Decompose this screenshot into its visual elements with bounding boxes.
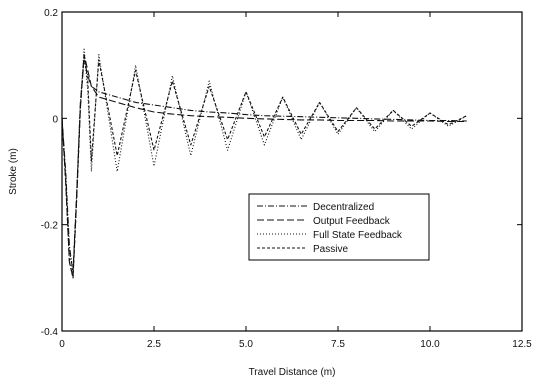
y-tick-label: -0.2 xyxy=(41,221,59,232)
x-tick-label: 2.5 xyxy=(147,339,161,350)
x-tick-label: 10.0 xyxy=(420,339,440,350)
legend-box xyxy=(248,193,430,261)
x-tick-label: 12.5 xyxy=(512,339,532,350)
plot-frame xyxy=(61,11,523,332)
y-tick-label: 0 xyxy=(52,114,58,125)
y-axis-title: Stroke (m) xyxy=(8,148,19,195)
x-tick-label: 7.5 xyxy=(331,339,345,350)
x-tick-label: 5.0 xyxy=(239,339,253,350)
series-line-4 xyxy=(61,53,468,279)
x-axis-title: Travel Distance (m) xyxy=(249,367,336,378)
legend-label: Passive xyxy=(313,244,348,255)
legend: Decentralized Output Feedback Full State F… xyxy=(248,193,430,261)
legend-label: Output Feedback xyxy=(313,216,391,227)
plot-area xyxy=(61,48,468,279)
axes: 0 2.5 5.0 7.5 10.0 12.5 -0.4 -0.2 0 0.2 xyxy=(41,8,532,350)
y-tick-label: 0.2 xyxy=(44,8,58,19)
x-tick-label: 0 xyxy=(59,339,65,350)
y-tick-label: -0.4 xyxy=(41,327,59,338)
legend-label: Full State Feedback xyxy=(313,230,403,241)
legend-label: Decentralized xyxy=(313,202,374,213)
